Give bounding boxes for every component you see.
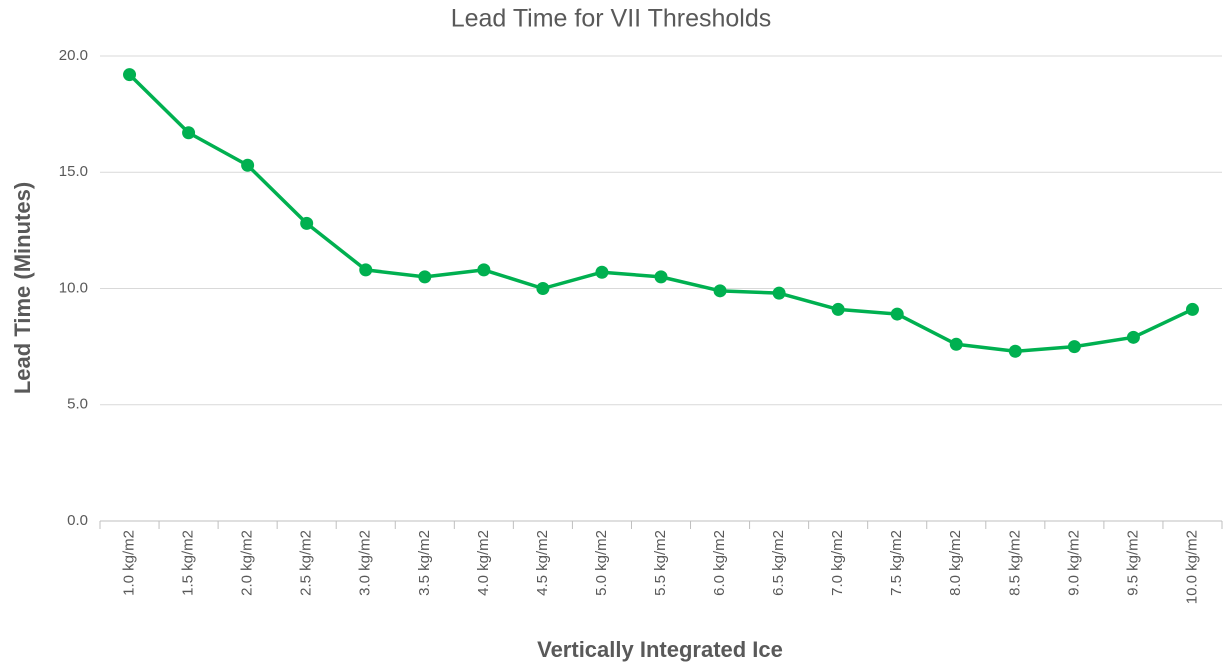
- point: [831, 302, 845, 316]
- x-tick-label: 1.0 kg/m2: [120, 530, 137, 596]
- point: [1126, 330, 1140, 344]
- x-tick-label: 7.0 kg/m2: [829, 530, 846, 596]
- point: [1008, 344, 1022, 358]
- x-tick-label: 8.5 kg/m2: [1006, 530, 1023, 596]
- x-tick-label: 2.5 kg/m2: [298, 530, 315, 596]
- y-tick-label: 10.0: [59, 279, 88, 296]
- point: [713, 284, 727, 298]
- point: [300, 216, 314, 230]
- point: [1067, 340, 1081, 354]
- x-tick-label: 10.0 kg/m2: [1183, 530, 1200, 604]
- point: [772, 286, 786, 300]
- y-tick-label: 20.0: [59, 47, 88, 64]
- x-tick-label: 9.0 kg/m2: [1065, 530, 1082, 596]
- line: [128, 73, 1194, 354]
- point: [1185, 302, 1199, 316]
- x-tick-label: 4.0 kg/m2: [475, 530, 492, 596]
- x-tick-label: 9.5 kg/m2: [1124, 530, 1141, 596]
- x-tick-label: 5.0 kg/m2: [593, 530, 610, 596]
- x-axis-label: Vertically Integrated Ice: [537, 637, 783, 662]
- point: [241, 158, 255, 172]
- chart-title: Lead Time for VII Thresholds: [451, 5, 772, 33]
- x-tick-label: 6.5 kg/m2: [770, 530, 787, 596]
- point: [654, 270, 668, 284]
- y-tick-label: 5.0: [67, 396, 88, 413]
- x-tick-label: 8.0 kg/m2: [947, 530, 964, 596]
- x-tick-label: 1.5 kg/m2: [180, 530, 197, 596]
- point: [182, 126, 196, 140]
- x-tick-label: 2.0 kg/m2: [239, 530, 256, 596]
- point: [890, 307, 904, 321]
- point: [477, 263, 491, 277]
- point: [536, 282, 550, 295]
- point: [359, 263, 373, 277]
- y-tick-label: 0.0: [67, 512, 88, 529]
- x-tick-label: 6.0 kg/m2: [711, 530, 728, 596]
- point: [123, 68, 137, 82]
- y-axis-label: Lead Time (Minutes): [10, 182, 35, 394]
- point: [949, 337, 963, 351]
- point: [418, 270, 432, 284]
- x-tick-label: 7.5 kg/m2: [888, 530, 905, 596]
- x-tick-label: 3.5 kg/m2: [416, 530, 433, 596]
- x-tick-label: 5.5 kg/m2: [652, 530, 669, 596]
- point: [595, 265, 609, 279]
- y-tick-label: 15.0: [59, 163, 88, 180]
- x-tick-label: 3.0 kg/m2: [357, 530, 374, 596]
- x-tick-label: 4.5 kg/m2: [534, 530, 551, 596]
